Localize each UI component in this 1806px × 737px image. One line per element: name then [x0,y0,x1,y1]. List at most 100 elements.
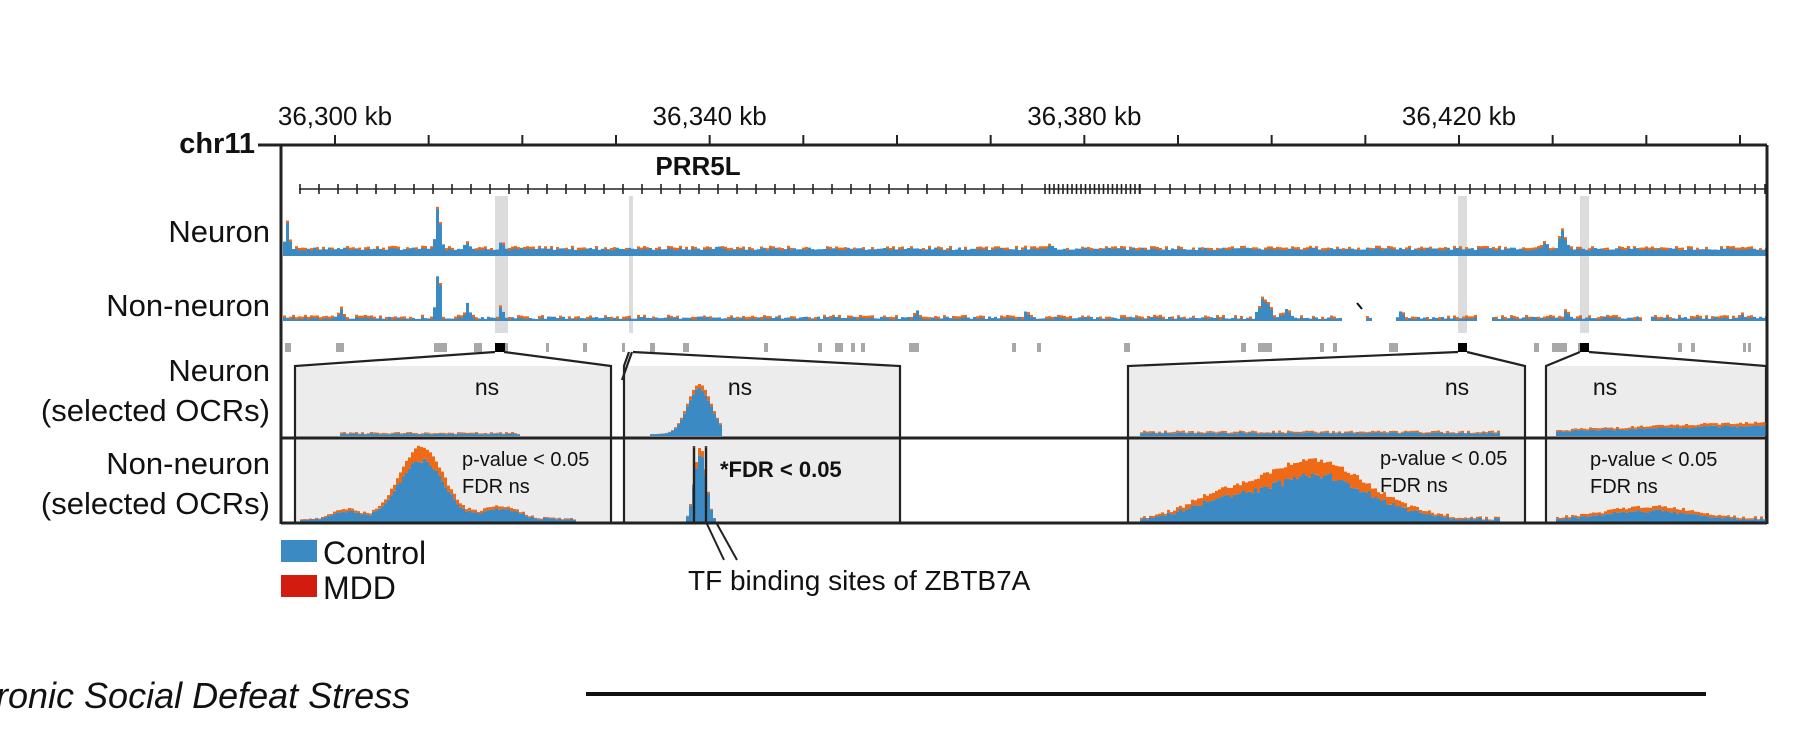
coverage-bar [1513,247,1516,256]
coverage-mdd-tip [610,316,613,320]
coverage-bar [1216,316,1219,321]
coverage-bar [1531,316,1534,321]
panel-control-bar [1688,428,1691,436]
panel-control-bar [346,434,349,436]
panel-control-bar [1410,510,1413,523]
coverage-bar [1726,247,1729,256]
coverage-mdd-tip [1291,246,1294,249]
panel-mdd-bar [1227,432,1230,434]
coverage-bar [1495,250,1498,256]
panel-mdd-bar [1476,432,1479,434]
coverage-mdd-tip [787,245,790,249]
coverage-mdd-tip [1642,247,1645,250]
panel-mdd-bar [1386,496,1389,505]
panel-control-bar [1422,434,1425,436]
coverage-bar [1342,249,1345,256]
panel-mdd-bar [1751,518,1754,520]
panel-mdd-bar [1320,459,1323,479]
panel-mdd-bar [570,518,573,519]
coverage-bar [841,249,844,256]
coverage-mdd-tip [949,246,952,249]
coverage-mdd-tip [1288,310,1291,313]
panel-control-bar [1694,427,1697,436]
coverage-bar [1288,248,1291,256]
coverage-bar [586,318,589,321]
panel-control-bar [489,509,492,523]
panel-mdd-bar [1637,505,1640,511]
panel-mdd-bar [1275,432,1278,434]
panel-mdd-bar [1200,432,1203,434]
coverage-mdd-tip [1006,315,1009,318]
panel-control-bar [1353,488,1356,523]
panel-mdd-bar [1715,423,1718,426]
panel-mdd-bar [429,452,432,466]
panel-mdd-bar [1143,516,1146,518]
panel-mdd-bar [1440,513,1443,517]
coverage-bar [466,302,469,321]
coverage-bar [706,248,709,256]
coverage-mdd-tip [1651,246,1654,249]
panel-control-bar [1275,481,1278,523]
coverage-bar [649,248,652,256]
coverage-bar [472,248,475,256]
panel-mdd-bar [519,512,522,514]
panel-mdd-bar [698,384,701,388]
panel-control-bar [1320,478,1323,523]
panel-mdd-bar [1410,505,1413,511]
panel-control-bar [1281,433,1284,436]
coverage-bar [808,318,811,321]
panel-control-bar [1571,430,1574,436]
coverage-bar [826,248,829,256]
coverage-mdd-tip [373,316,376,320]
panel-mdd-bar [1742,423,1745,427]
coverage-bar [481,249,484,256]
coverage-mdd-tip [484,246,487,249]
panel-mdd-bar [1425,511,1428,515]
panel-control-bar [1610,429,1613,436]
panel-mdd-bar [1446,513,1449,517]
coverage-mdd-tip [391,317,394,320]
coverage-mdd-tip [1231,246,1234,249]
coverage-bar [1063,317,1066,321]
coverage-bar [1201,317,1204,321]
coverage-bar [886,248,889,256]
coverage-bar [463,244,466,256]
coverage-bar [703,249,706,256]
panel-mdd-bar [1344,471,1347,482]
panel-control-bar [1661,427,1664,436]
coverage-bar [1114,317,1117,321]
panel-control-bar [1170,514,1173,523]
panel-mdd-bar [1628,508,1631,512]
coverage-bar [694,318,697,321]
panel-control-bar [1326,474,1329,523]
coverage-bar [889,318,892,321]
coverage-bar [322,248,325,256]
ocr-box [1389,343,1398,352]
panel-mdd-bar [1739,422,1742,426]
panel-mdd-bar [361,432,364,434]
coverage-mdd-tip [709,316,712,319]
coverage-mdd-tip [1597,317,1600,320]
panel-mdd-bar [558,517,561,519]
panel-mdd-bar [1700,423,1703,427]
panel-mdd-bar [1155,514,1158,517]
coverage-bar [1636,316,1639,321]
coverage-mdd-tip [652,316,655,319]
panel-mdd-bar [358,433,361,435]
coverage-bar [1552,249,1555,256]
coverage-bar [1537,318,1540,321]
panel-control-bar [469,433,472,436]
panel-control-bar [486,510,489,523]
coverage-bar [463,314,466,321]
coverage-mdd-tip [328,316,331,319]
coverage-bar [1267,303,1270,321]
panel-control-bar [1140,519,1143,523]
coverage-mdd-tip [829,246,832,250]
coverage-mdd-tip [1300,315,1303,318]
panel-mdd-bar [1673,507,1676,512]
panel-mdd-bar [1365,483,1368,493]
coverage-bar [547,248,550,256]
panel-mdd-bar [489,507,492,510]
panel-control-bar [1152,432,1155,436]
panel-mdd-bar [1437,513,1440,516]
